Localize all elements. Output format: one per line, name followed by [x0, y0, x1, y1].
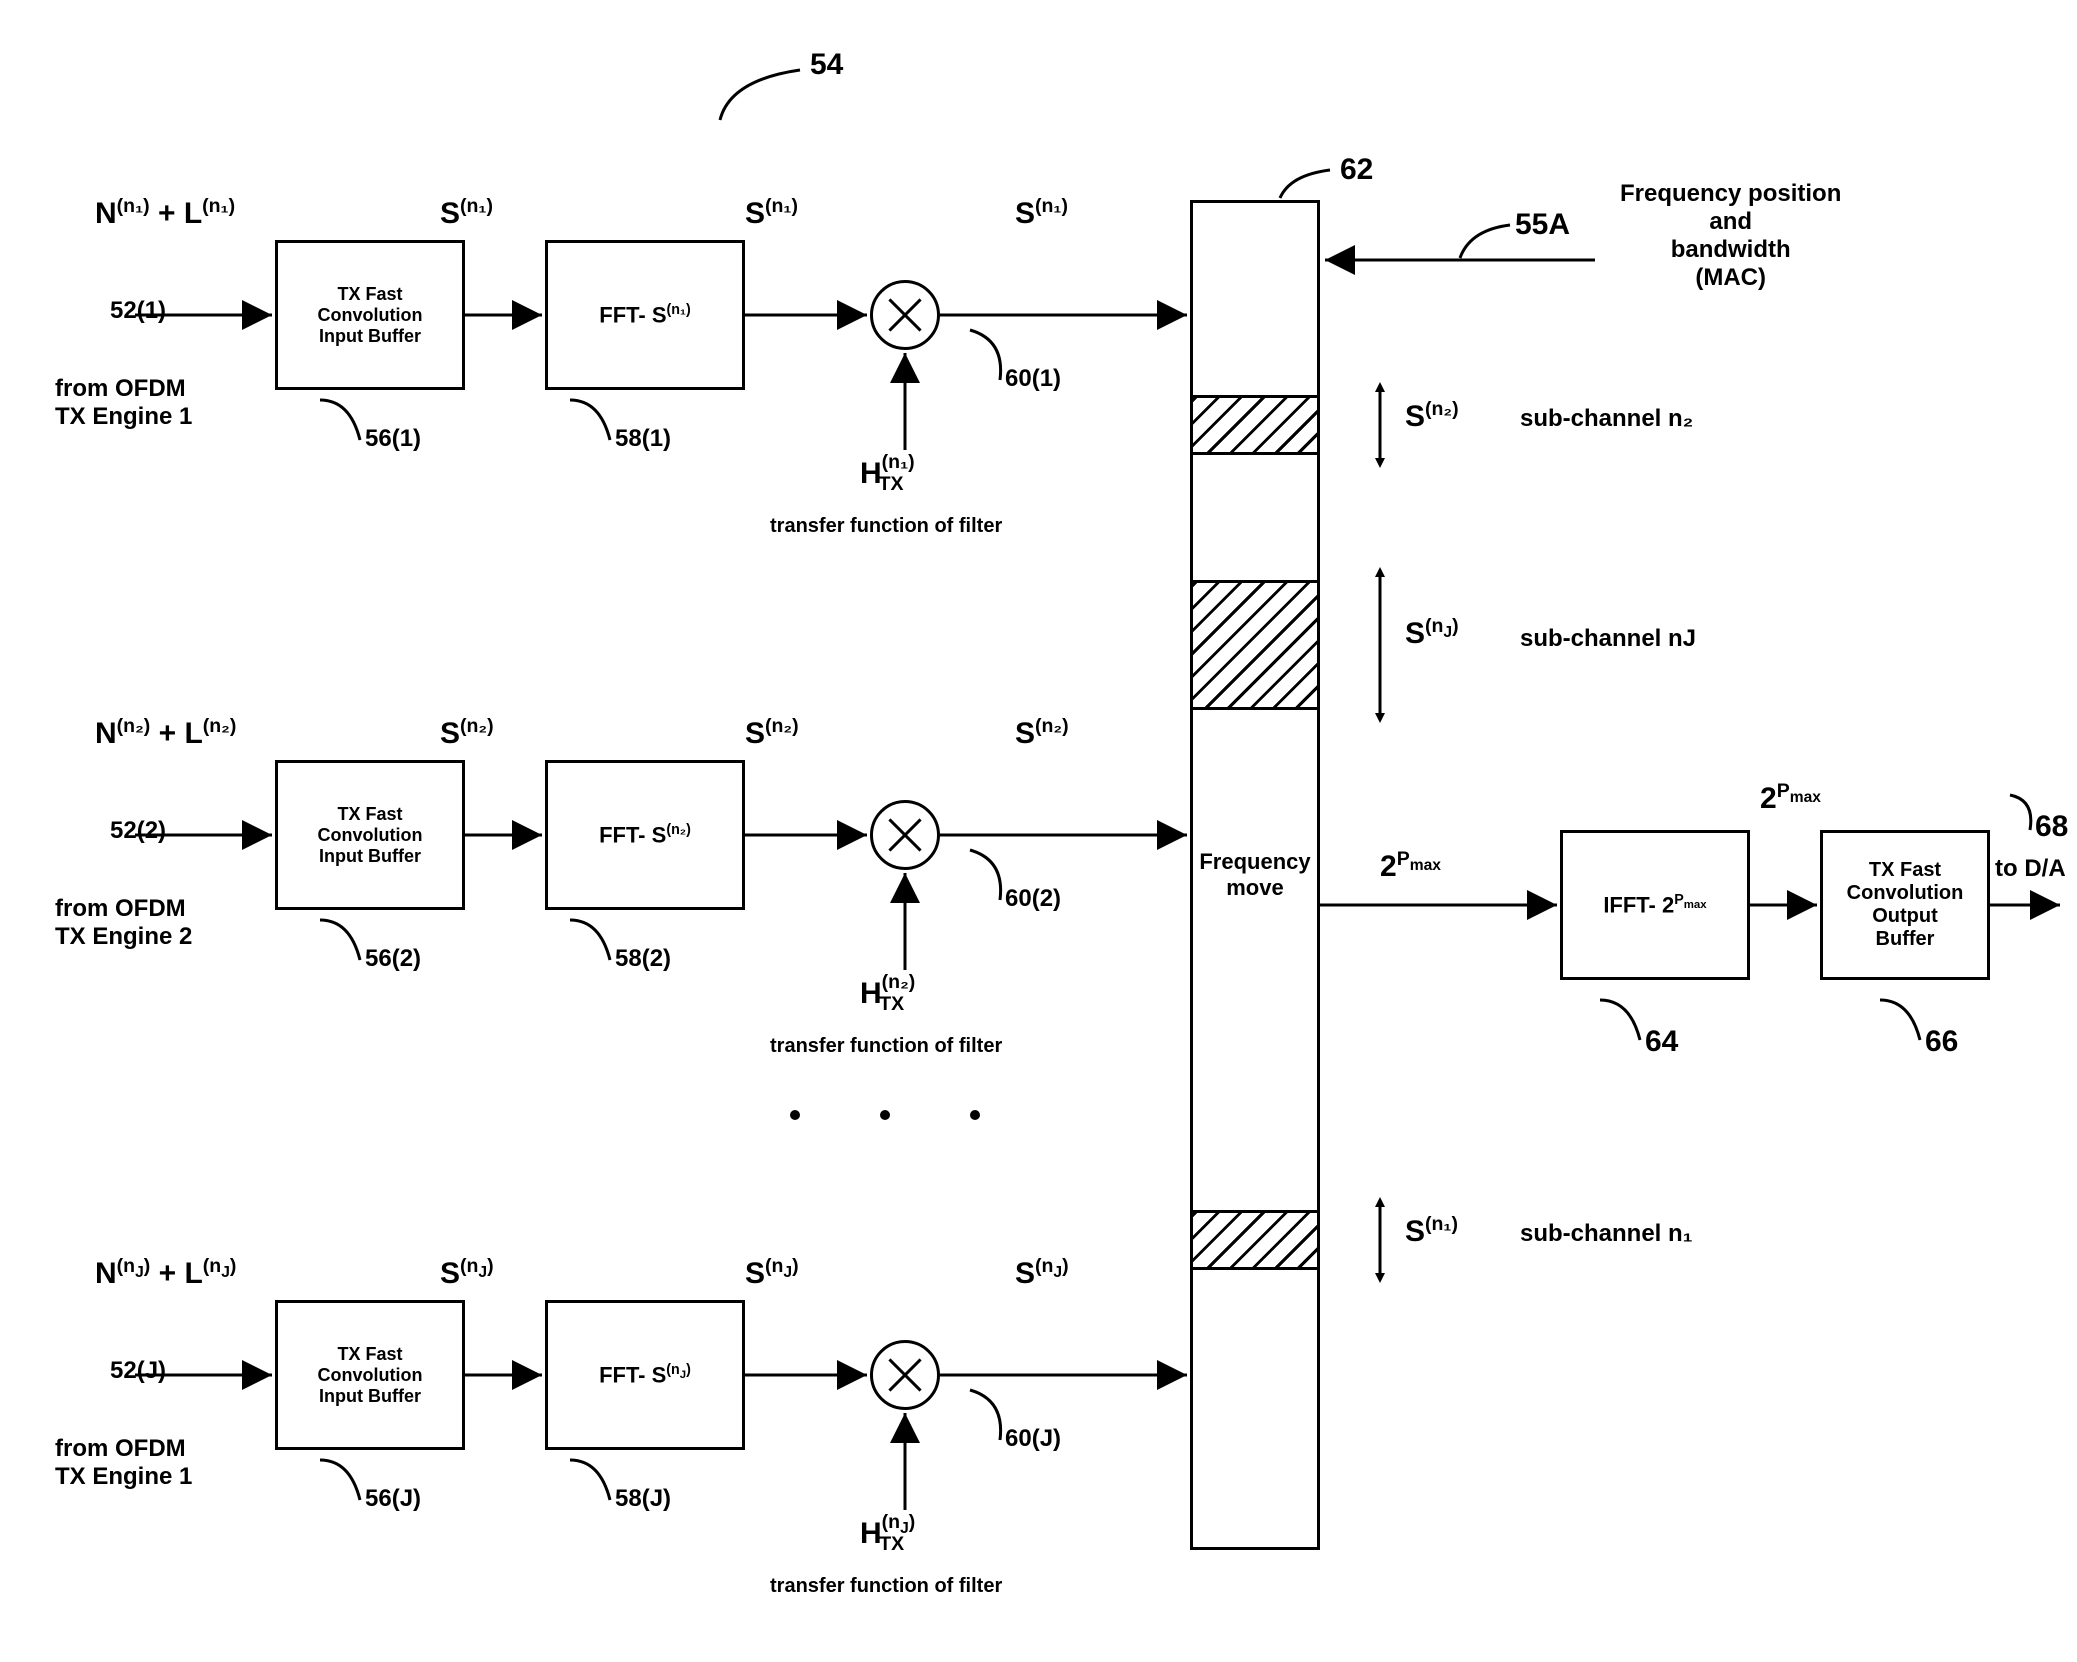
branchJ-fft-label: FFT- S(nJ): [599, 1362, 691, 1388]
ellipsis-dot: [790, 1110, 800, 1120]
diagram-canvas: 54 Frequency move 62 55A Frequency posit…: [0, 0, 2077, 1662]
branch2-tfcap: transfer function of filter: [770, 1035, 1002, 1058]
branchJ-from: from OFDM TX Engine 1: [55, 1435, 192, 1491]
branchJ-H: H(nJ)TX: [860, 1515, 904, 1556]
branch2-S2: S(n₂): [745, 715, 799, 751]
figure-ref: 54: [810, 48, 843, 82]
ifft-block: IFFT- 2Pmax: [1560, 830, 1750, 980]
branch2-S1: S(n₂): [440, 715, 494, 751]
subch-S-n2: S(n₂): [1405, 398, 1459, 434]
frequency-move-label: Frequency move: [1199, 849, 1310, 901]
two-pmax-1: 2Pmax: [1380, 848, 1441, 884]
branchJ-fft: FFT- S(nJ): [545, 1300, 745, 1450]
branch2-fft-label: FFT- S(n₂): [599, 822, 691, 848]
branchJ-NL: N(nJ) + L(nJ): [95, 1255, 236, 1291]
branch2-bufref: 56(2): [365, 945, 421, 973]
ifft-label: IFFT- 2Pmax: [1603, 892, 1706, 918]
ref-68: 68: [2035, 810, 2068, 844]
ref-66: 66: [1925, 1025, 1958, 1059]
branch1-NL: N(n₁) + L(n₁): [95, 195, 235, 231]
subchannel-slot-n1: [1193, 1210, 1317, 1270]
branch2-fftref: 58(2): [615, 945, 671, 973]
branch1-buffer: TX Fast Convolution Input Buffer: [275, 240, 465, 390]
subchannel-slot-nJ: [1193, 580, 1317, 710]
branchJ-bufref: 56(J): [365, 1485, 421, 1513]
branch2-buffer-label: TX Fast Convolution Input Buffer: [318, 804, 423, 867]
branchJ-inref: 52(J): [110, 1357, 166, 1385]
branch1-bufref: 56(1): [365, 425, 421, 453]
branch1-multiplier: [870, 280, 940, 350]
branchJ-multiplier: [870, 1340, 940, 1410]
ref-62: 62: [1340, 153, 1373, 187]
branch1-S1: S(n₁): [440, 195, 493, 231]
branch1-from: from OFDM TX Engine 1: [55, 375, 192, 431]
branchJ-S1: S(nJ): [440, 1255, 494, 1291]
branch1-multref: 60(1): [1005, 365, 1061, 393]
ref-64: 64: [1645, 1025, 1678, 1059]
branch2-NL: N(n₂) + L(n₂): [95, 715, 236, 751]
output-buffer-label: TX Fast Convolution Output Buffer: [1847, 859, 1964, 951]
branchJ-fftref: 58(J): [615, 1485, 671, 1513]
branch2-from: from OFDM TX Engine 2: [55, 895, 192, 951]
subchannel-slot-n2: [1193, 395, 1317, 455]
subch-label-nJ: sub-channel nJ: [1520, 625, 1696, 653]
mac-label: Frequency position and bandwidth (MAC): [1620, 180, 1841, 292]
branch1-H: H(n₁)TX: [860, 455, 904, 496]
subch-S-nJ: S(nJ): [1405, 615, 1459, 651]
branch1-S3: S(n₁): [1015, 195, 1068, 231]
branch2-inref: 52(2): [110, 817, 166, 845]
branch2-fft: FFT- S(n₂): [545, 760, 745, 910]
two-pmax-2: 2Pmax: [1760, 780, 1821, 816]
branch2-buffer: TX Fast Convolution Input Buffer: [275, 760, 465, 910]
ellipsis-dot: [970, 1110, 980, 1120]
subch-S-n1: S(n₁): [1405, 1213, 1458, 1249]
branch1-fft: FFT- S(n₁): [545, 240, 745, 390]
branch2-S3: S(n₂): [1015, 715, 1069, 751]
branchJ-multref: 60(J): [1005, 1425, 1061, 1453]
branch2-multiplier: [870, 800, 940, 870]
branchJ-buffer: TX Fast Convolution Input Buffer: [275, 1300, 465, 1450]
ref-55a: 55A: [1515, 208, 1570, 242]
subch-label-n1: sub-channel n₁: [1520, 1220, 1693, 1248]
branch2-H: H(n₂)TX: [860, 975, 904, 1016]
branch1-inref: 52(1): [110, 297, 166, 325]
branch1-fft-label: FFT- S(n₁): [599, 302, 690, 328]
output-buffer-block: TX Fast Convolution Output Buffer: [1820, 830, 1990, 980]
branchJ-tfcap: transfer function of filter: [770, 1575, 1002, 1598]
branch1-S2: S(n₁): [745, 195, 798, 231]
branch1-tfcap: transfer function of filter: [770, 515, 1002, 538]
branchJ-S2: S(nJ): [745, 1255, 799, 1291]
ellipsis-dot: [880, 1110, 890, 1120]
branchJ-S3: S(nJ): [1015, 1255, 1069, 1291]
branch1-fftref: 58(1): [615, 425, 671, 453]
to-da-label: to D/A: [1995, 855, 2066, 883]
branch2-multref: 60(2): [1005, 885, 1061, 913]
branch1-buffer-label: TX Fast Convolution Input Buffer: [318, 284, 423, 347]
branchJ-buffer-label: TX Fast Convolution Input Buffer: [318, 1344, 423, 1407]
subch-label-n2: sub-channel n₂: [1520, 405, 1693, 433]
